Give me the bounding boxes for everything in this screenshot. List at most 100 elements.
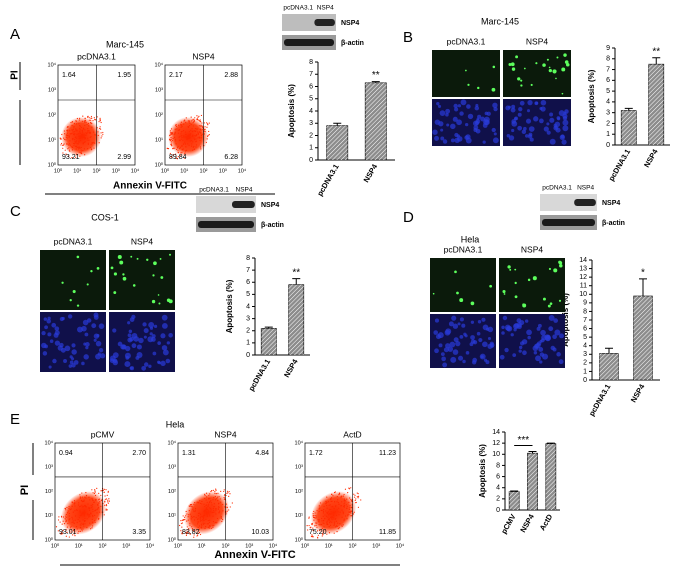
cell	[113, 291, 117, 294]
nucleus	[537, 323, 542, 328]
dot	[215, 509, 217, 511]
flow-tick: 10¹	[325, 543, 333, 549]
dot	[216, 497, 218, 499]
dot	[216, 496, 219, 498]
dot	[200, 137, 202, 139]
x-tick-label: pcDNA3.1	[247, 357, 273, 392]
dot	[217, 492, 219, 494]
dot	[338, 514, 340, 516]
nucleus	[451, 315, 457, 321]
dot	[196, 501, 198, 503]
y-tick-label: 9	[583, 300, 587, 307]
dot	[71, 146, 73, 148]
nucleus	[527, 99, 533, 106]
dot	[200, 114, 203, 117]
dot	[82, 133, 84, 135]
dot	[323, 505, 325, 507]
dot	[341, 524, 343, 526]
dot	[213, 503, 215, 505]
dot	[94, 514, 96, 516]
dot	[192, 134, 194, 136]
dot	[87, 142, 89, 144]
cell-line: Marc-145	[106, 39, 144, 49]
error-bar	[333, 122, 342, 126]
nucleus	[455, 340, 461, 347]
dot	[87, 503, 89, 505]
dot	[329, 524, 332, 526]
nucleus	[552, 347, 557, 352]
nucleus	[97, 352, 101, 356]
flow-tick: 10¹	[73, 168, 81, 174]
nucleus	[492, 102, 498, 109]
y-tick-label: 3	[246, 315, 250, 322]
dot	[90, 117, 92, 119]
dot	[72, 133, 75, 135]
dot	[321, 533, 323, 535]
dot	[209, 493, 211, 495]
dot	[348, 488, 351, 490]
dot	[175, 140, 177, 142]
y-tick-label: 8	[309, 59, 313, 66]
panel-label: A	[10, 26, 20, 43]
bar-hatch	[261, 328, 277, 355]
dot	[208, 503, 210, 505]
nucleus	[165, 358, 171, 364]
dot	[334, 518, 336, 520]
dot	[316, 530, 319, 532]
dot	[349, 497, 351, 499]
dot	[68, 143, 71, 145]
nucleus	[153, 324, 158, 328]
dot	[94, 489, 96, 491]
dot	[65, 513, 67, 516]
y-axis-label: Apoptosis (%)	[225, 279, 234, 333]
dot	[226, 506, 228, 509]
bar-hatch	[288, 284, 304, 355]
quadrant-value: 11.85	[379, 529, 396, 536]
dot	[82, 127, 85, 129]
significance: **	[372, 70, 380, 81]
nucleus	[162, 349, 169, 356]
flow-tick: 10¹	[45, 513, 53, 519]
nucleus	[64, 345, 71, 352]
error-bar	[639, 278, 647, 296]
dot	[99, 120, 101, 122]
dot	[107, 499, 109, 501]
dot	[167, 147, 169, 150]
dot	[75, 128, 77, 130]
dot	[79, 117, 81, 119]
dot	[81, 492, 83, 494]
dot	[343, 493, 345, 496]
nucleus	[512, 353, 517, 358]
dot	[171, 139, 173, 142]
dot	[65, 519, 67, 521]
dot	[60, 138, 62, 140]
nucleus	[479, 353, 486, 360]
nucleus	[434, 135, 440, 141]
dot	[215, 507, 217, 510]
dot	[78, 530, 80, 533]
dot	[211, 511, 213, 514]
quadrant-value: 1.64	[62, 72, 76, 79]
dot	[360, 499, 362, 501]
nucleus	[519, 341, 525, 346]
dot	[178, 136, 180, 138]
quadrant-value: 1.31	[182, 450, 196, 457]
dot	[197, 515, 200, 517]
dot	[227, 492, 229, 494]
dot	[90, 528, 92, 530]
dot	[343, 506, 345, 508]
dot	[190, 116, 192, 118]
image-label: pcDNA3.1	[444, 244, 483, 254]
cell	[113, 272, 117, 276]
dot	[74, 519, 76, 521]
y-tick-label: 1	[309, 145, 313, 152]
x-tick-label: NSP4	[362, 162, 380, 184]
dot	[181, 526, 183, 528]
cell	[489, 284, 493, 288]
dot	[81, 504, 83, 506]
dot	[192, 121, 194, 123]
nucleus	[436, 101, 440, 106]
dot	[328, 504, 330, 506]
flow-tick: 10³	[168, 465, 176, 471]
nucleus	[555, 127, 561, 133]
